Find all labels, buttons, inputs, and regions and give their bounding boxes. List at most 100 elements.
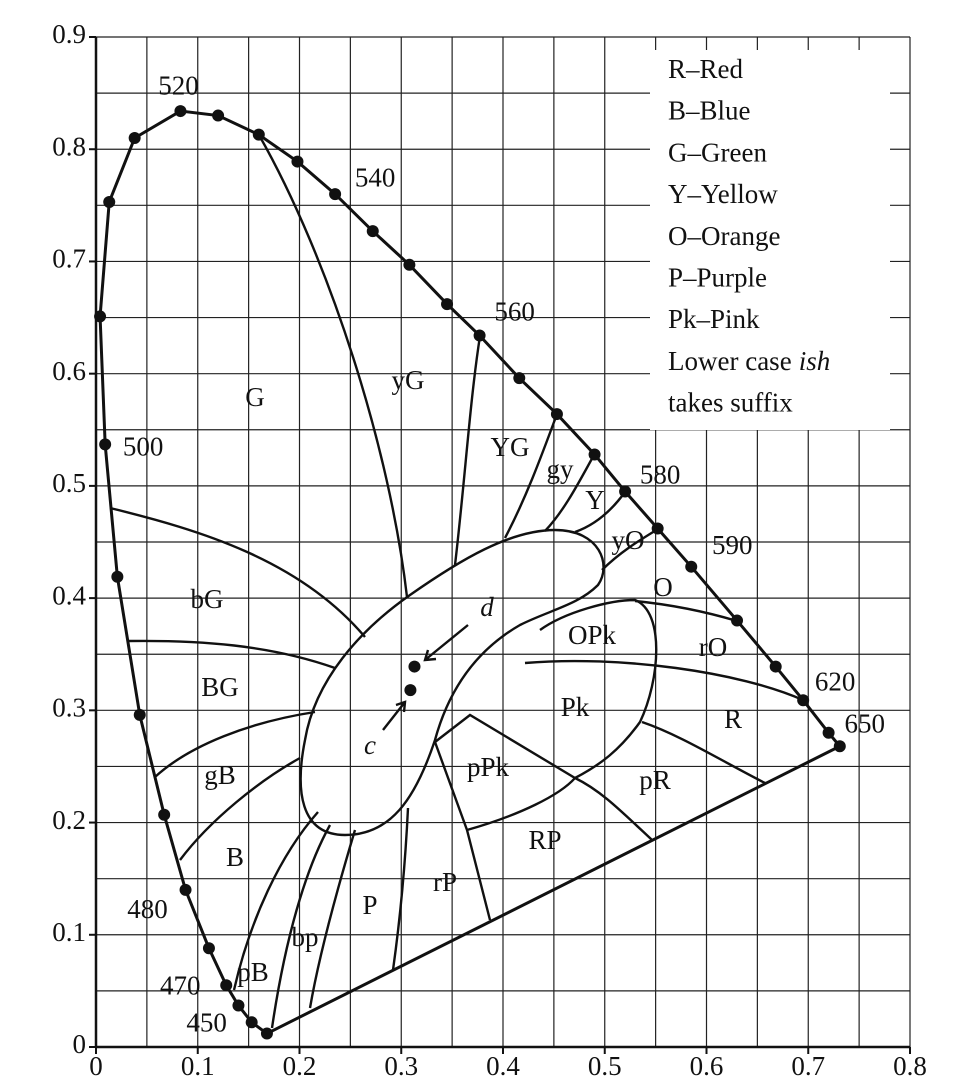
region-label: pPk	[467, 752, 510, 782]
legend: R–Red B–Blue G–Green Y–Yellow O–Orange P–Purp…	[668, 54, 830, 418]
region-label: yG	[392, 365, 425, 395]
boundary	[574, 491, 626, 534]
x-tick-label: 0.4	[486, 1051, 520, 1081]
region-label: bG	[191, 584, 224, 614]
boundary	[453, 335, 482, 566]
wavelength-label: 450	[186, 1008, 227, 1038]
legend-entry: B–Blue	[668, 96, 751, 126]
legend-emphasis: ish	[799, 346, 831, 376]
y-tick-label: 0	[73, 1029, 87, 1059]
wavelength-label: 480	[127, 894, 168, 924]
boundary	[544, 454, 596, 532]
locus-point	[588, 448, 601, 461]
boundary	[179, 756, 301, 861]
boundary	[270, 824, 332, 1029]
locus-point	[212, 109, 225, 122]
legend-text: Lower case	[668, 346, 792, 376]
boundary	[641, 720, 766, 785]
region-label: gB	[204, 760, 236, 790]
locus-point	[252, 128, 265, 141]
locus-point	[403, 258, 416, 271]
white-point	[404, 684, 417, 697]
x-tick-label: 0.8	[893, 1051, 927, 1081]
boundary	[634, 599, 738, 623]
legend-text: B–Blue	[668, 96, 751, 126]
locus-point	[99, 438, 112, 451]
region-label: Y	[585, 485, 605, 515]
boundary	[391, 807, 410, 971]
wavelength-label: 650	[845, 708, 886, 738]
region-label: bp	[292, 922, 319, 952]
locus-point	[133, 708, 146, 721]
x-tick-label: 0.5	[588, 1051, 622, 1081]
legend-box	[650, 50, 890, 430]
locus-point	[513, 372, 526, 385]
boundary	[127, 639, 336, 670]
region-label: YG	[491, 432, 530, 462]
region-label: rP	[433, 867, 457, 897]
boundary	[466, 777, 576, 832]
legend-text: R–Red	[668, 54, 744, 84]
locus-point	[291, 155, 304, 168]
locus-point	[685, 560, 698, 573]
locus-point	[769, 660, 782, 673]
locus-point	[619, 485, 632, 498]
wavelength-label: 620	[815, 666, 856, 696]
y-tick-label: 0.8	[52, 131, 86, 161]
boundary	[257, 134, 409, 598]
legend-text: Y–Yellow	[668, 179, 778, 209]
region-label: pB	[237, 957, 269, 987]
boundary	[433, 741, 492, 921]
white-point	[408, 660, 421, 673]
legend-entry: R–Red	[668, 54, 744, 84]
region-label: gy	[547, 454, 575, 484]
region-label: RP	[528, 825, 561, 855]
legend-text: O–Orange	[668, 221, 780, 251]
legend-entry: takes suffix	[668, 388, 793, 418]
legend-entry: P–Purple	[668, 263, 767, 293]
y-tick-label: 0.6	[52, 356, 86, 386]
locus-point	[822, 726, 835, 739]
y-tick-label: 0.7	[52, 244, 86, 274]
x-tick-label: 0.2	[283, 1051, 317, 1081]
wavelength-label: 470	[160, 970, 201, 1000]
locus-point	[260, 1027, 273, 1040]
grid: 0 0.1 0.2 0.3 0.4 0.5 0.6 0.7 0.8 0 0.1 0.2 0.3 0.4 0.…	[52, 19, 927, 1081]
locus-point	[158, 808, 171, 821]
locus-point	[94, 310, 107, 323]
arrow	[423, 624, 469, 662]
point-label: d	[480, 592, 494, 622]
locus-point	[329, 188, 342, 201]
x-tick-label: 0	[89, 1051, 103, 1081]
y-tick-label: 0.3	[52, 693, 86, 723]
y-tick-label: 0.2	[52, 805, 86, 835]
region-label: G	[245, 382, 265, 412]
x-tick-label: 0.1	[181, 1051, 215, 1081]
point-label: c	[364, 730, 376, 760]
y-tick-label: 0.5	[52, 468, 86, 498]
x-tick-label: 0.6	[690, 1051, 724, 1081]
region-label: P	[362, 890, 377, 920]
locus-point	[366, 225, 379, 238]
boundary	[299, 528, 605, 837]
region-label: O	[653, 572, 673, 602]
legend-text: Pk–Pink	[668, 304, 760, 334]
region-label: rO	[699, 632, 728, 662]
region-label: R	[724, 704, 742, 734]
locus-point	[651, 522, 664, 535]
legend-entry: Y–Yellow	[668, 179, 778, 209]
locus-point	[202, 942, 215, 955]
legend-entry: Lower case ish	[668, 346, 830, 376]
region-label: BG	[201, 672, 239, 702]
wavelength-label: 580	[640, 460, 681, 490]
locus-point	[179, 883, 192, 896]
locus-point	[550, 408, 563, 421]
boundary	[154, 710, 316, 778]
locus-point	[111, 570, 124, 583]
legend-entry: G–Green	[668, 138, 767, 168]
x-tick-label: 0.3	[384, 1051, 418, 1081]
locus-point	[245, 1016, 258, 1029]
region-label: B	[226, 842, 244, 872]
locus-point	[128, 132, 141, 144]
